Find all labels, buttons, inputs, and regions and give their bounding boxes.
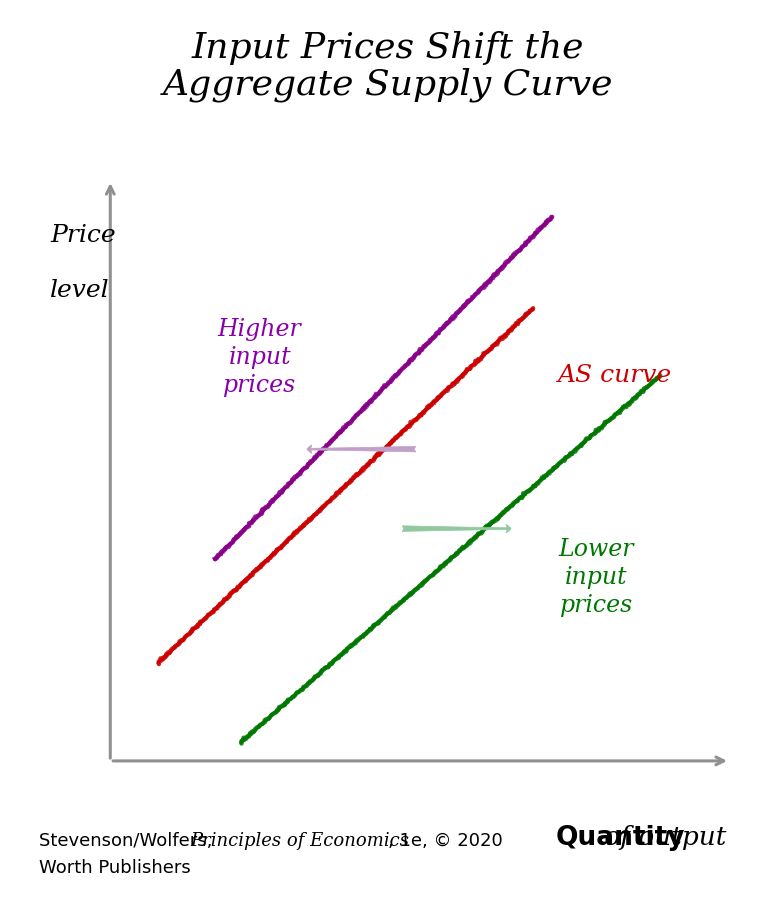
Text: Principles of Economics: Principles of Economics <box>190 832 409 850</box>
Text: Lower
input
prices: Lower input prices <box>559 538 634 618</box>
Text: Aggregate Supply Curve: Aggregate Supply Curve <box>162 67 613 102</box>
Text: Worth Publishers: Worth Publishers <box>39 859 191 877</box>
Text: Stevenson/Wolfers,: Stevenson/Wolfers, <box>39 832 218 850</box>
Text: Higher
input
prices: Higher input prices <box>218 317 301 397</box>
Text: level: level <box>50 279 109 302</box>
Text: Quantity: Quantity <box>556 825 685 851</box>
Text: Input Prices Shift the: Input Prices Shift the <box>191 31 584 66</box>
Text: of output: of output <box>596 825 727 850</box>
Text: Price: Price <box>50 224 115 246</box>
Text: AS curve: AS curve <box>558 364 673 387</box>
Text: , 1e, © 2020: , 1e, © 2020 <box>388 832 502 850</box>
